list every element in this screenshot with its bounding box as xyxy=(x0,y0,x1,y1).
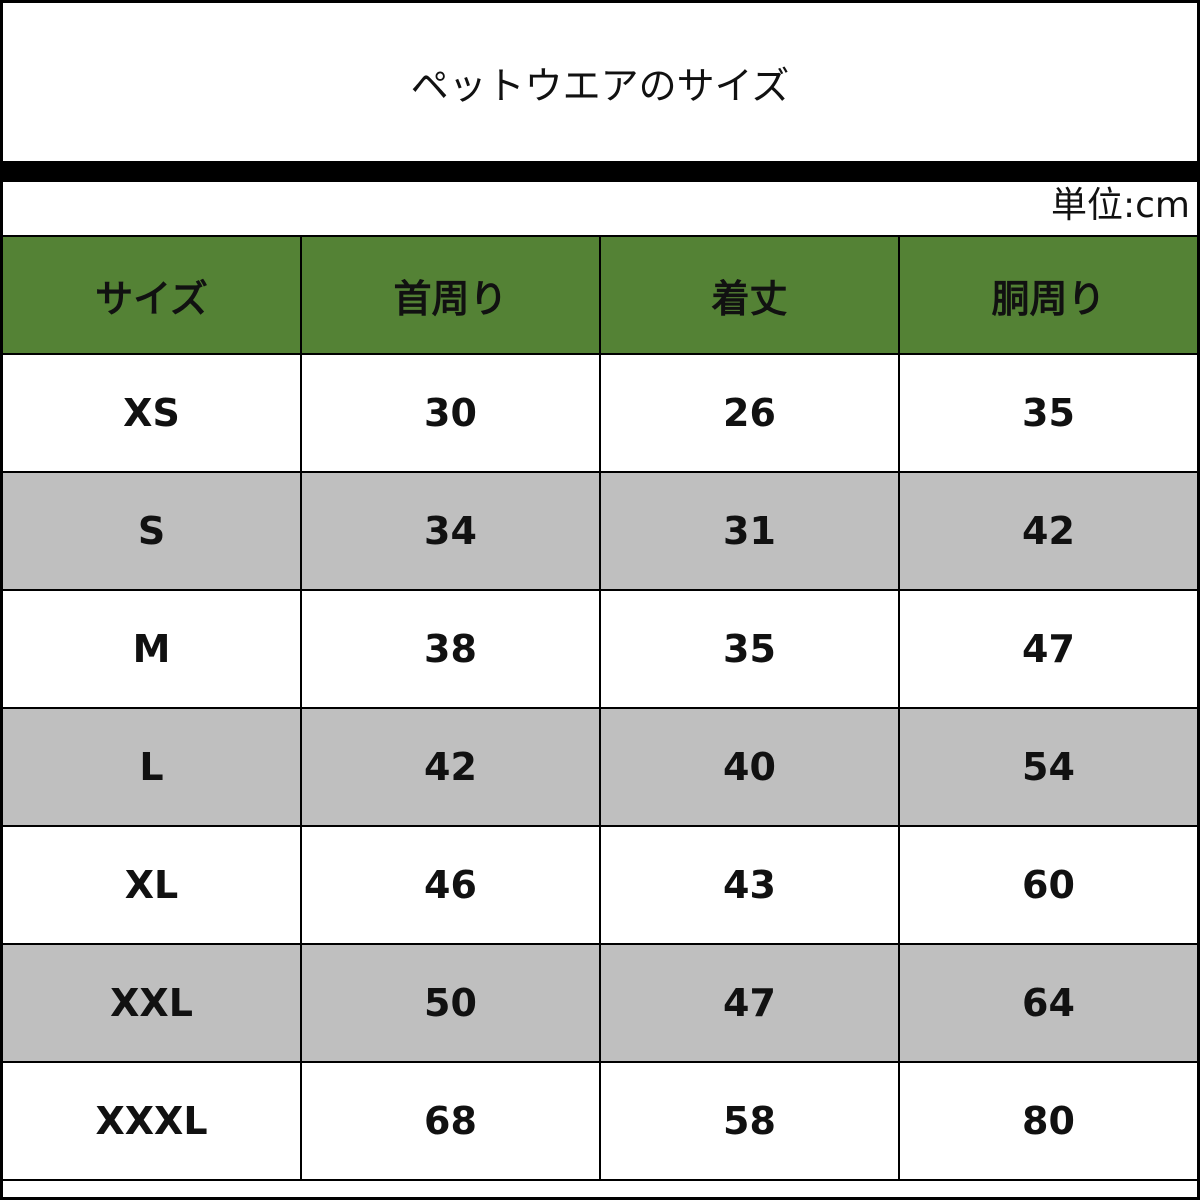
cell-chest: 42 xyxy=(898,471,1199,591)
table-row: XL 46 43 60 xyxy=(1,825,1199,945)
cell-chest: 64 xyxy=(898,943,1199,1063)
table-row: XXL 50 47 64 xyxy=(1,943,1199,1063)
table-row: XS 30 26 35 xyxy=(1,353,1199,473)
cell-neck: 34 xyxy=(300,471,601,591)
table-row: L 42 40 54 xyxy=(1,707,1199,827)
cell-neck: 42 xyxy=(300,707,601,827)
page-title: ペットウエアのサイズ xyxy=(410,63,790,108)
cell-neck: 50 xyxy=(300,943,601,1063)
cell-neck: 38 xyxy=(300,589,601,709)
cell-neck: 68 xyxy=(300,1061,601,1181)
header-row: サイズ 首周り 着丈 胴周り xyxy=(1,235,1199,355)
cell-neck: 30 xyxy=(300,353,601,473)
cell-size: XXXL xyxy=(1,1061,302,1181)
unit-label: 単位:cm xyxy=(1051,185,1190,226)
cell-size: S xyxy=(1,471,302,591)
cell-chest: 60 xyxy=(898,825,1199,945)
size-table: サイズ 首周り 着丈 胴周り XS 30 26 35 S 34 31 42 M 38 35 47 L 42… xyxy=(1,235,1199,1181)
cell-size: XS xyxy=(1,353,302,473)
table-row: XXXL 68 58 80 xyxy=(1,1061,1199,1181)
cell-length: 31 xyxy=(599,471,900,591)
cell-length: 47 xyxy=(599,943,900,1063)
cell-neck: 46 xyxy=(300,825,601,945)
cell-length: 26 xyxy=(599,353,900,473)
header-chest: 胴周り xyxy=(898,235,1199,355)
cell-size: L xyxy=(1,707,302,827)
cell-length: 35 xyxy=(599,589,900,709)
header-size: サイズ xyxy=(1,235,302,355)
cell-length: 43 xyxy=(599,825,900,945)
cell-chest: 47 xyxy=(898,589,1199,709)
cell-length: 58 xyxy=(599,1061,900,1181)
cell-chest: 35 xyxy=(898,353,1199,473)
cell-chest: 54 xyxy=(898,707,1199,827)
cell-size: XXL xyxy=(1,943,302,1063)
cell-size: M xyxy=(1,589,302,709)
cell-size: XL xyxy=(1,825,302,945)
cell-length: 40 xyxy=(599,707,900,827)
cell-chest: 80 xyxy=(898,1061,1199,1181)
table-row: S 34 31 42 xyxy=(1,471,1199,591)
header-length: 着丈 xyxy=(599,235,900,355)
table-row: M 38 35 47 xyxy=(1,589,1199,709)
title-divider xyxy=(0,161,1200,182)
header-neck: 首周り xyxy=(300,235,601,355)
